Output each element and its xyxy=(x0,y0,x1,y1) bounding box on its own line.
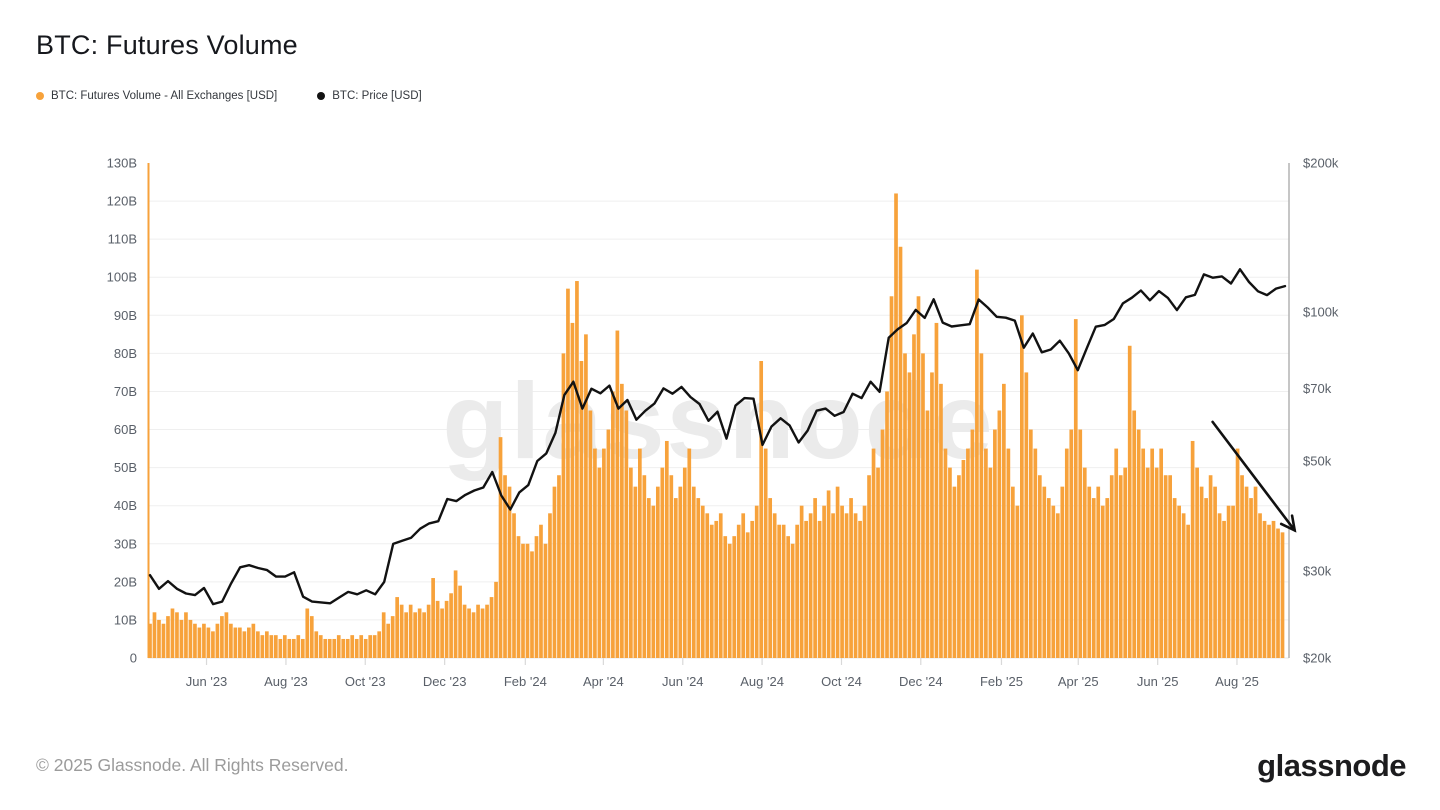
x-axis-tick-label: Feb '25 xyxy=(980,674,1023,689)
x-axis-tick-label: Feb '24 xyxy=(504,674,547,689)
glassnode-logo: glassnode xyxy=(1257,748,1406,783)
y-left-tick-label: 70B xyxy=(114,384,137,399)
x-axis-tick-label: Oct '23 xyxy=(345,674,386,689)
x-axis-tick-label: Jun '23 xyxy=(186,674,228,689)
glassnode-watermark: glassnode xyxy=(442,360,994,481)
legend-swatch-price-icon xyxy=(317,92,326,100)
gridlines xyxy=(148,200,1289,659)
volume-bars xyxy=(148,193,1285,658)
x-axis-tick-label: Dec '23 xyxy=(423,674,467,689)
y-right-tick-label: $50k xyxy=(1303,454,1332,469)
y-left-tick-label: 80B xyxy=(114,346,137,361)
y-left-tick-label: 20B xyxy=(114,574,137,589)
y-left-tick-label: 10B xyxy=(114,612,137,627)
price-line xyxy=(148,268,1287,606)
x-axis-tick-label: Aug '23 xyxy=(264,674,308,689)
trend-arrow-annotation xyxy=(1211,420,1297,533)
y-right-tick-label: $30k xyxy=(1303,563,1332,578)
y-left-tick-label: 50B xyxy=(114,460,137,475)
y-left-tick-label: 110B xyxy=(108,232,137,247)
page-title: BTC: Futures Volume xyxy=(36,30,298,60)
copyright-text: © 2025 Glassnode. All Rights Reserved. xyxy=(36,755,349,775)
y-left-tick-label: 30B xyxy=(114,536,137,551)
y-right-tick-label: $200k xyxy=(1303,156,1339,171)
x-axis-tick-label: Apr '25 xyxy=(1058,674,1099,689)
y-left-tick-label: 60B xyxy=(114,422,137,437)
y-left-tick-label: 90B xyxy=(114,308,137,323)
y-right-tick-label: $20k xyxy=(1303,651,1332,666)
x-axis-tick-label: Oct '24 xyxy=(821,674,862,689)
x-axis-tick-label: Apr '24 xyxy=(583,674,624,689)
axis-labels: 0 10B 20B 30B 40B 50B 60B 70B 80B 90B 100B 110B 120B… xyxy=(107,156,1339,690)
x-axis-tick-label: Aug '24 xyxy=(740,674,784,689)
x-axis-tick-label: Jun '24 xyxy=(662,674,704,689)
y-left-tick-label: 120B xyxy=(107,194,137,209)
legend-swatch-volume-icon xyxy=(36,92,44,100)
y-left-tick-label: 0 xyxy=(130,651,137,666)
y-left-tick-label: 130B xyxy=(107,156,137,171)
y-left-tick-label: 100B xyxy=(107,270,137,285)
legend-item-price[interactable]: BTC: Price [USD] xyxy=(317,90,422,102)
y-left-tick-label: 40B xyxy=(114,498,137,513)
x-axis-tick-label: Dec '24 xyxy=(899,674,943,689)
legend-label-volume: BTC: Futures Volume - All Exchanges [USD… xyxy=(51,90,278,102)
legend: BTC: Futures Volume - All Exchanges [USD… xyxy=(36,90,422,102)
x-axis-tick-label: Aug '25 xyxy=(1215,674,1259,689)
y-right-tick-label: $70k xyxy=(1303,381,1332,396)
legend-item-futures-volume[interactable]: BTC: Futures Volume - All Exchanges [USD… xyxy=(36,90,277,102)
y-right-tick-label: $100k xyxy=(1303,305,1339,320)
legend-label-price: BTC: Price [USD] xyxy=(332,90,422,102)
x-axis-tick-label: Jun '25 xyxy=(1137,674,1179,689)
